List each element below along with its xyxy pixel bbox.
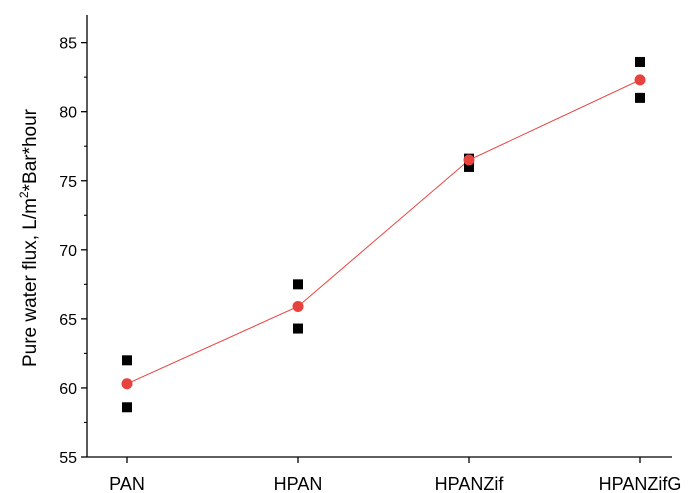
- mean-points-series: [121, 74, 646, 390]
- replicate-point: [122, 402, 132, 413]
- replicate-point: [293, 323, 303, 334]
- replicate-point: [464, 161, 474, 172]
- replicate-point: [635, 92, 645, 103]
- mean-line: [126, 79, 641, 385]
- x-tick-label: HPANZifG: [599, 474, 682, 493]
- x-ticks: PAN HPAN HPANZif HPANZifG: [109, 457, 681, 493]
- mean-point: [121, 378, 133, 390]
- mean-point: [463, 154, 475, 166]
- x-tick-label: HPANZif: [435, 474, 505, 493]
- mean-point: [292, 300, 304, 312]
- y-axis-title-main: Pure water flux, L/m: [20, 198, 41, 367]
- y-tick-label: 80: [59, 105, 77, 122]
- y-axis-title: Pure water flux, L/m2*Bar*hour: [17, 108, 41, 367]
- y-tick-label: 75: [59, 174, 77, 191]
- mean-line-series: [126, 79, 641, 385]
- x-tick-label: PAN: [109, 474, 145, 493]
- x-tick-label: HPAN: [274, 474, 323, 493]
- y-tick-label: 60: [59, 381, 77, 398]
- replicate-point: [635, 56, 645, 67]
- y-tick-label: 70: [59, 243, 77, 260]
- replicate-point: [122, 355, 132, 366]
- replicate-points-series: [122, 56, 645, 413]
- axes: [86, 15, 672, 458]
- y-tick-label: 55: [59, 450, 77, 467]
- y-tick-label: 65: [59, 312, 77, 329]
- y-ticks: 55 60 65 70 75 80 85: [59, 36, 87, 467]
- y-axis-title-superscript: 2: [17, 191, 31, 198]
- mean-point: [634, 74, 646, 86]
- y-tick-label: 85: [59, 36, 77, 53]
- replicate-point: [293, 279, 303, 290]
- y-axis-title-suffix: *Bar*hour: [20, 108, 41, 191]
